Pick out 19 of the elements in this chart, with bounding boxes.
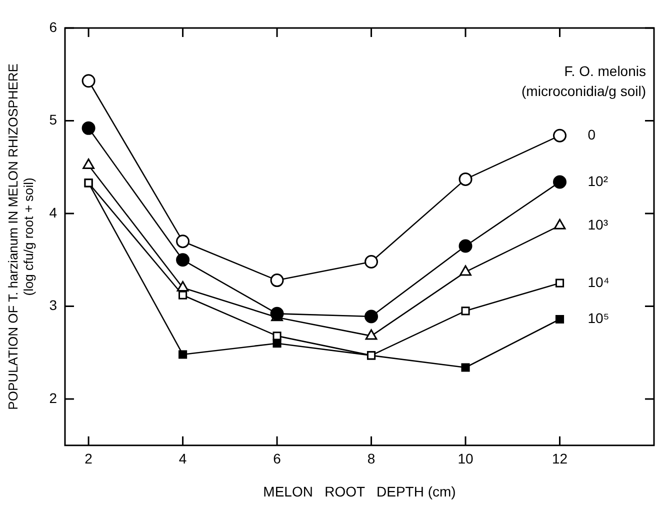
y-tick-label: 2 (49, 390, 58, 406)
y-tick-label: 5 (49, 112, 58, 128)
x-tick-label: 4 (178, 450, 187, 467)
legend-title: F. O. melonis (microconidia/g soil) (522, 63, 646, 99)
y-tick-label: 3 (49, 297, 58, 314)
y-axis-title: POPULATION OF T. harzianum IN MELON RHIZOSPHERE (log cfu/g root + soil) (5, 63, 36, 410)
series-label: 10² (588, 172, 608, 189)
y-tick-label: 6 (49, 18, 58, 35)
series-label: 10³ (588, 216, 608, 232)
x-tick-label: 12 (552, 450, 568, 467)
x-tick-label: 6 (273, 450, 282, 467)
x-axis-title: MELON ROOT DEPTH (cm) (263, 483, 456, 500)
y-tick-label: 4 (49, 204, 58, 220)
series-label: 10⁴ (588, 274, 610, 290)
x-tick-label: 2 (84, 450, 93, 467)
x-tick-label: 8 (367, 450, 376, 467)
series-label: 10⁵ (588, 310, 610, 326)
x-tick-label: 10 (458, 450, 474, 467)
series-label: 0 (588, 126, 596, 142)
